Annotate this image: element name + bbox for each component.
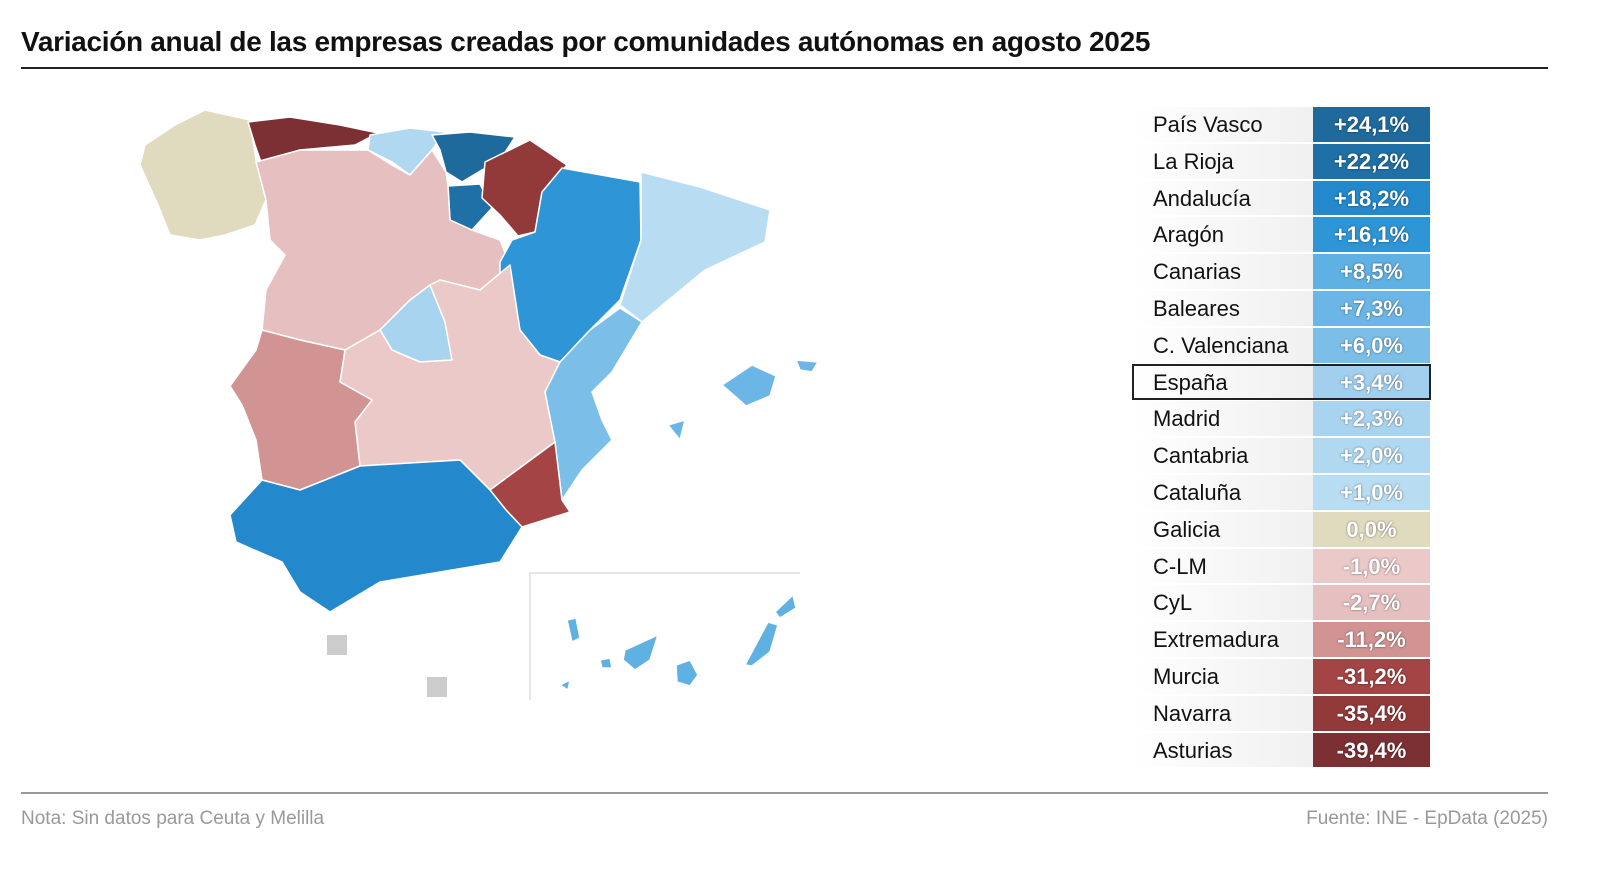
region-value: -11,2% xyxy=(1313,622,1430,657)
region-name: Baleares xyxy=(1133,290,1313,326)
region-pais-vasco[interactable] xyxy=(431,131,516,183)
region-name: Murcia xyxy=(1133,658,1313,694)
region-value: +24,1% xyxy=(1313,107,1430,142)
region-name: Galicia xyxy=(1133,511,1313,547)
region-name: CyL xyxy=(1133,585,1313,621)
region-name: Extremadura xyxy=(1133,622,1313,657)
region-value: -1,0% xyxy=(1313,548,1430,584)
region-name: La Rioja xyxy=(1133,143,1313,179)
table-row: Cataluña +1,0% xyxy=(1133,474,1430,510)
region-baleares[interactable] xyxy=(667,359,819,441)
title-divider xyxy=(21,67,1548,69)
region-value: +7,3% xyxy=(1313,290,1430,326)
region-name: Andalucía xyxy=(1133,180,1313,216)
region-asturias[interactable] xyxy=(247,116,379,166)
melilla-no-data xyxy=(427,677,447,697)
region-name: Asturias xyxy=(1133,732,1313,768)
region-name: Canarias xyxy=(1133,254,1313,289)
region-value: +2,0% xyxy=(1313,438,1430,473)
region-value: +22,2% xyxy=(1313,143,1430,179)
ranking-table: País Vasco +24,1% La Rioja +22,2% Andalucía +… xyxy=(1132,107,1431,769)
region-value: +16,1% xyxy=(1313,217,1430,253)
table-row: Aragón +16,1% xyxy=(1133,217,1430,253)
region-value: +8,5% xyxy=(1313,254,1430,289)
region-value: 0,0% xyxy=(1313,511,1430,547)
table-row: Asturias -39,4% xyxy=(1133,732,1430,768)
footer-divider xyxy=(21,792,1548,794)
spain-choropleth-map xyxy=(139,109,819,700)
region-value: -31,2% xyxy=(1313,658,1430,694)
table-row: Galicia 0,0% xyxy=(1133,511,1430,547)
table-row: Baleares +7,3% xyxy=(1133,290,1430,326)
region-name: Cataluña xyxy=(1133,474,1313,510)
table-row: CyL -2,7% xyxy=(1133,585,1430,621)
table-row: Extremadura -11,2% xyxy=(1133,622,1430,657)
region-value: -2,7% xyxy=(1313,585,1430,621)
table-row: Canarias +8,5% xyxy=(1133,254,1430,289)
table-row: Madrid +2,3% xyxy=(1133,401,1430,437)
region-galicia[interactable] xyxy=(139,109,267,241)
canarias-inset xyxy=(529,572,800,700)
region-value: +1,0% xyxy=(1313,474,1430,510)
table-row: Cantabria +2,0% xyxy=(1133,438,1430,473)
table-row: Murcia -31,2% xyxy=(1133,658,1430,694)
region-name: País Vasco xyxy=(1133,107,1313,142)
region-value: -35,4% xyxy=(1313,695,1430,731)
region-name: C. Valenciana xyxy=(1133,327,1313,363)
region-name: C-LM xyxy=(1133,548,1313,584)
table-row: Andalucía +18,2% xyxy=(1133,180,1430,216)
chart-title: Variación anual de las empresas creadas … xyxy=(21,26,1151,57)
table-row: Navarra -35,4% xyxy=(1133,695,1430,731)
footnote: Nota: Sin datos para Ceuta y Melilla xyxy=(21,808,325,829)
table-row: C. Valenciana +6,0% xyxy=(1133,327,1430,363)
region-value: +3,4% xyxy=(1313,364,1430,400)
region-value: +2,3% xyxy=(1313,401,1430,437)
source-credit: Fuente: INE - EpData (2025) xyxy=(1306,808,1548,829)
region-cataluna[interactable] xyxy=(619,171,771,323)
region-name: Aragón xyxy=(1133,217,1313,253)
region-andalucia[interactable] xyxy=(229,459,523,613)
region-value: -39,4% xyxy=(1313,732,1430,768)
region-value: +18,2% xyxy=(1313,180,1430,216)
table-row: País Vasco +24,1% xyxy=(1133,107,1430,142)
region-name: Cantabria xyxy=(1133,438,1313,473)
table-row: España +3,4% xyxy=(1132,363,1431,401)
region-name: España xyxy=(1133,364,1313,400)
table-row: La Rioja +22,2% xyxy=(1133,143,1430,179)
region-canarias[interactable] xyxy=(559,594,797,691)
ceuta-no-data xyxy=(327,635,347,655)
table-row: C-LM -1,0% xyxy=(1133,548,1430,584)
region-name: Madrid xyxy=(1133,401,1313,437)
region-name: Navarra xyxy=(1133,695,1313,731)
region-value: +6,0% xyxy=(1313,327,1430,363)
